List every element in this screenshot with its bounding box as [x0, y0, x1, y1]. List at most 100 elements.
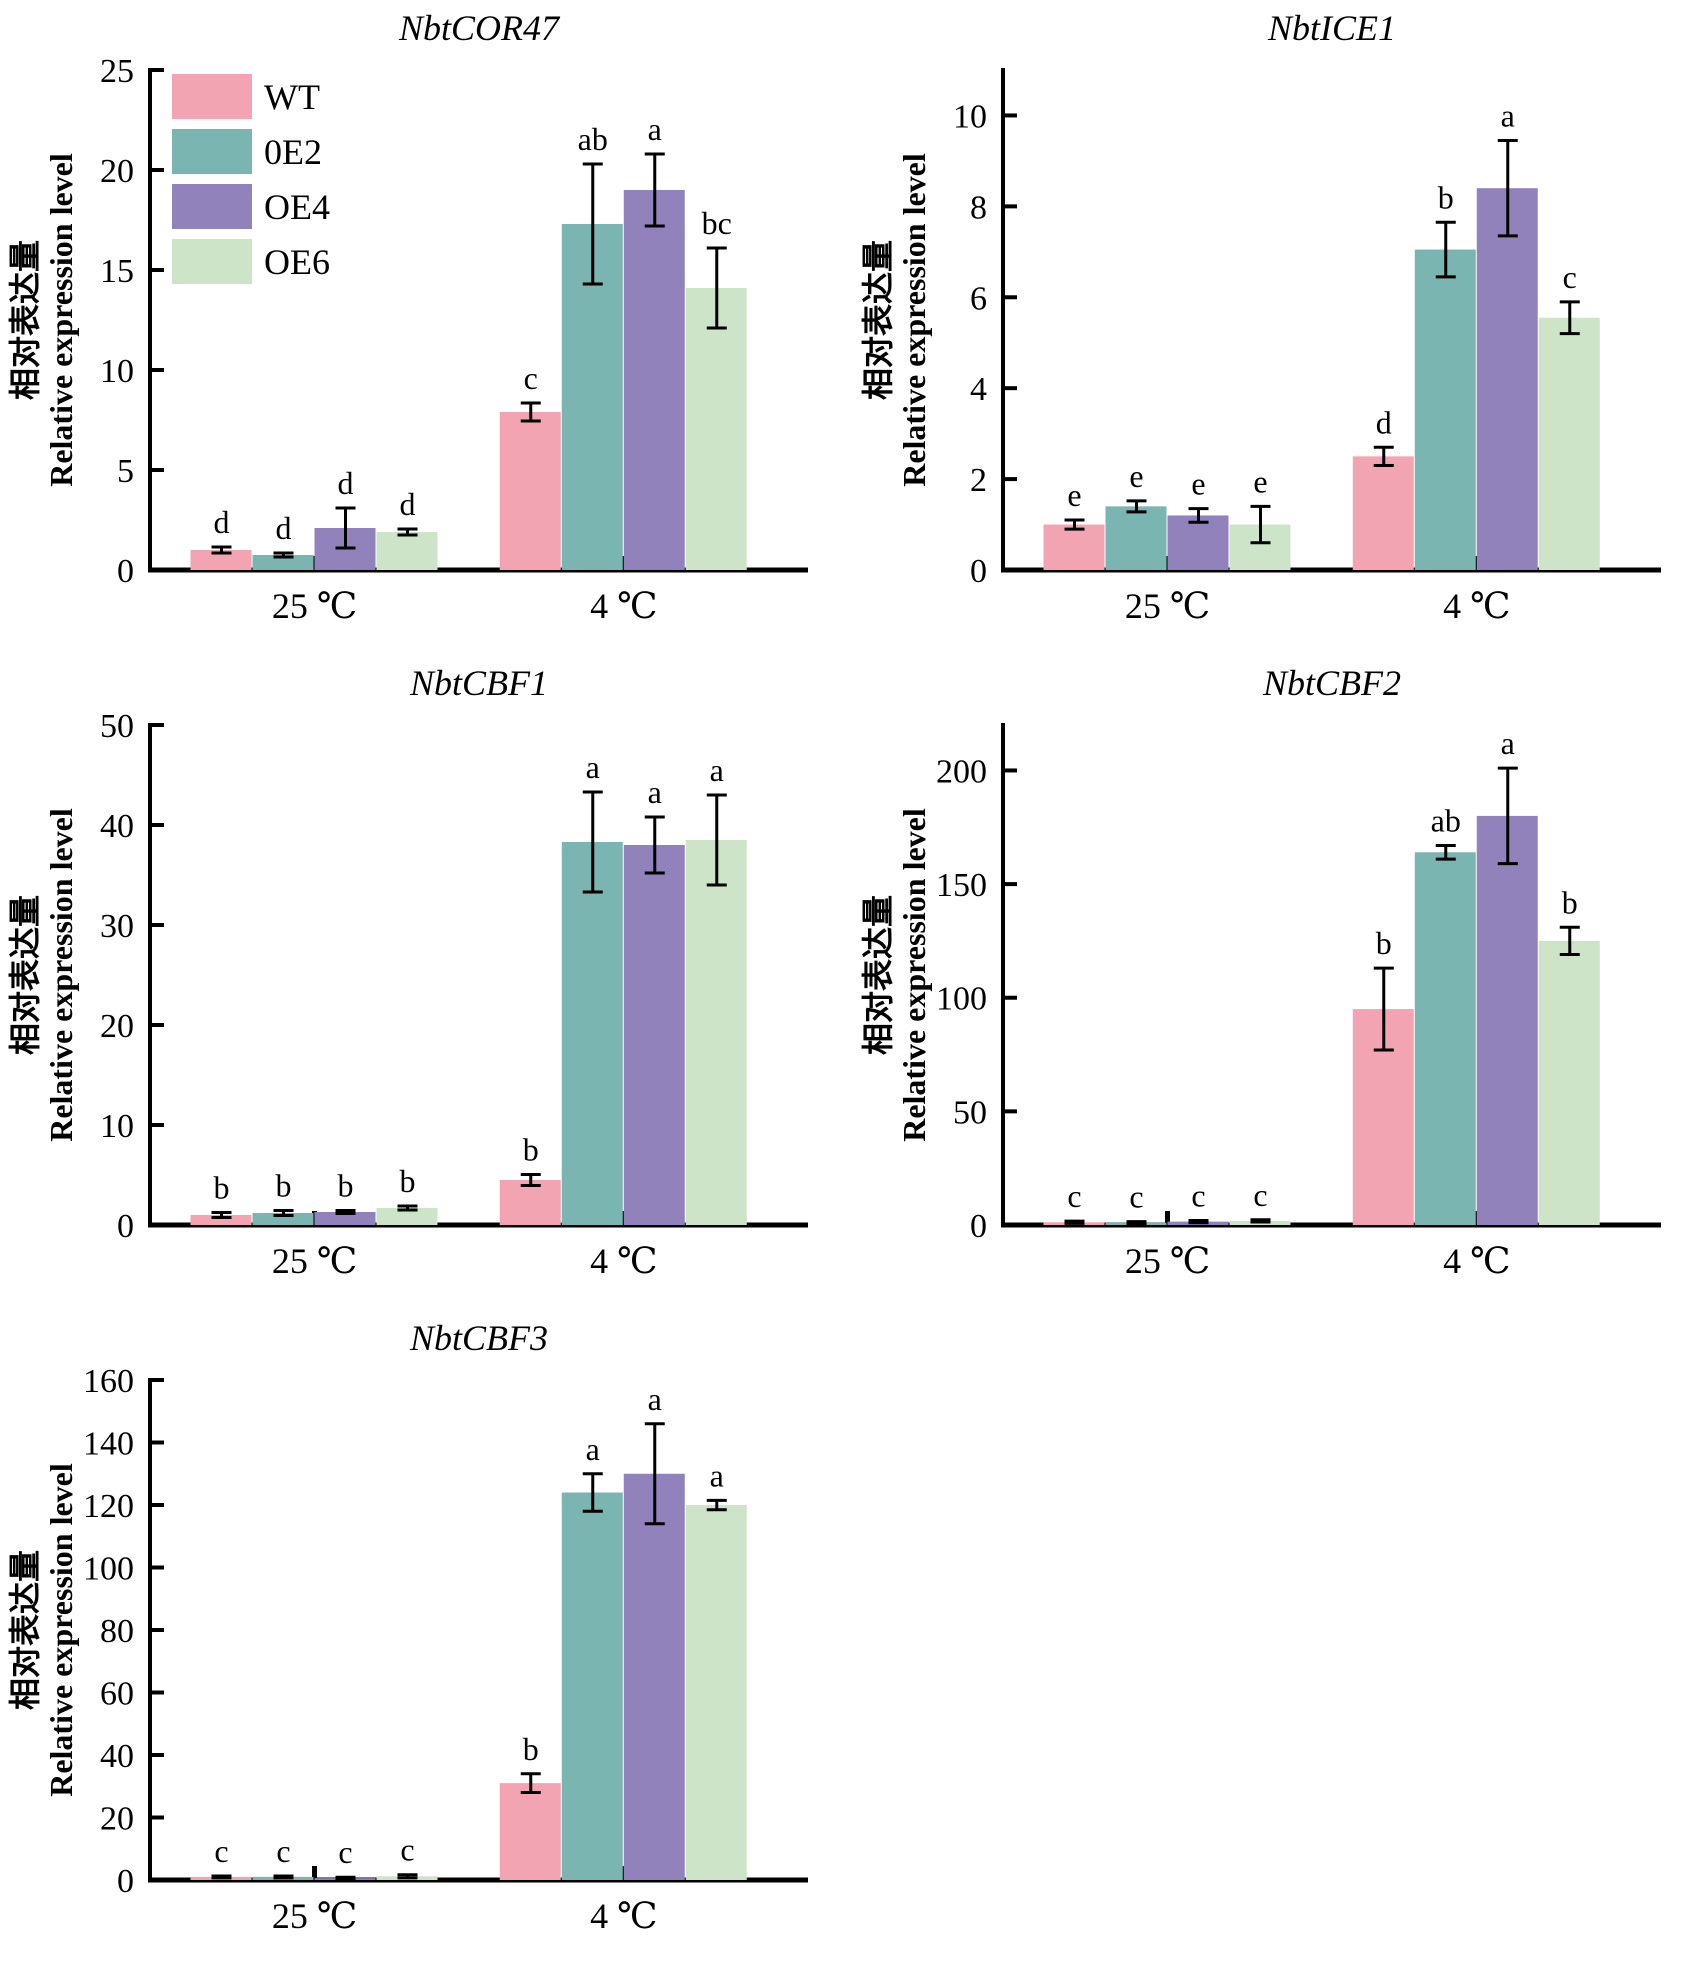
sig-letter: c [1191, 1177, 1205, 1213]
sig-letter: d [1376, 404, 1392, 440]
bar-wt-25c [1043, 524, 1105, 570]
chart-svg-nbtice1: NbtICE1 0 2 4 6 8 10 相对表达量Relative expression l… [860, 8, 1661, 626]
y-tick-label: 8 [970, 189, 987, 226]
chart-title: NbtCOR47 [398, 8, 561, 48]
x-category-label: 4 ℃ [1443, 1241, 1510, 1281]
y-axis-title: 相对表达量Relative expression level [860, 808, 932, 1142]
bar-wt-25c [190, 550, 252, 570]
bar-oe4-25c [1167, 515, 1229, 570]
y-tick-label: 150 [936, 867, 987, 904]
y-tick-label: 20 [100, 1801, 134, 1838]
y-tick-label: 20 [100, 153, 134, 190]
sig-letter: b [276, 1168, 292, 1204]
y-tick-label: 50 [100, 708, 134, 745]
y-tick-label: 200 [936, 753, 987, 790]
y-tick-label: 120 [83, 1488, 134, 1525]
legend-swatch-oe4 [172, 184, 252, 229]
chart-title: NbtICE1 [1267, 8, 1396, 48]
bar-oe4-25c [314, 1212, 376, 1225]
sig-letter: e [1067, 477, 1081, 513]
bar-oe6-4c [685, 840, 747, 1225]
bar-wt-4c [499, 412, 561, 570]
chart-cell-nbtcbf3: NbtCBF3 0 20 40 60 80 100 120 140 160 相对表达量Relativ… [0, 1310, 853, 1965]
x-category-label: 25 ℃ [272, 1896, 357, 1936]
empty-cell [853, 1310, 1706, 1965]
y-tick-label: 160 [83, 1363, 134, 1400]
bar-oe6-25c [376, 1208, 438, 1225]
x-category-label: 25 ℃ [272, 586, 357, 626]
sig-letter: d [338, 465, 354, 501]
y-tick-label: 140 [83, 1426, 134, 1463]
y-tick-label: 10 [100, 1108, 134, 1145]
sig-letter: b [1438, 179, 1454, 215]
sig-letter: a [710, 752, 724, 788]
sig-letter: d [400, 486, 416, 522]
bar-wt-4c [499, 1180, 561, 1225]
sig-letter: a [710, 1457, 724, 1493]
sig-letter: ab [1431, 802, 1461, 838]
sig-letter: a [648, 111, 662, 147]
sig-letter: c [214, 1833, 228, 1869]
legend-swatch-0e2 [172, 129, 252, 174]
y-tick-label: 15 [100, 253, 134, 290]
y-axis-title: 相对表达量Relative expression level [860, 153, 932, 487]
x-category-label: 4 ℃ [590, 586, 657, 626]
sig-letter: a [586, 1431, 600, 1467]
sig-letter: c [524, 360, 538, 396]
y-tick-label: 40 [100, 1738, 134, 1775]
bar-oe6-4c [1538, 317, 1600, 570]
x-category-label: 4 ℃ [1443, 586, 1510, 626]
y-tick-label: 0 [117, 1863, 134, 1900]
bar-oe6-25c [376, 532, 438, 570]
sig-letter: e [1129, 458, 1143, 494]
legend-label-oe6: OE6 [264, 242, 330, 282]
sig-letter: c [1253, 1177, 1267, 1213]
y-tick-label: 25 [100, 53, 134, 90]
legend-label-wt: WT [264, 77, 320, 117]
bar-0e2-4c [561, 1492, 623, 1880]
y-tick-label: 60 [100, 1676, 134, 1713]
sig-letter: bc [702, 205, 732, 241]
sig-letter: b [523, 1132, 539, 1168]
bar-oe6-4c [1538, 940, 1600, 1225]
y-tick-label: 100 [83, 1551, 134, 1588]
chart-cell-nbtcbf2: NbtCBF2 0 50 100 150 200 相对表达量Relative express… [853, 655, 1706, 1310]
y-tick-label: 0 [117, 553, 134, 590]
chart-title: NbtCBF3 [409, 1318, 548, 1358]
sig-letter: c [338, 1834, 352, 1870]
y-tick-label: 50 [953, 1094, 987, 1131]
y-tick-label: 30 [100, 908, 134, 945]
y-tick-label: 0 [970, 553, 987, 590]
sig-letter: c [400, 1832, 414, 1868]
bar-0e2-4c [1414, 249, 1476, 570]
bar-oe4-4c [1476, 815, 1538, 1225]
sig-letter: b [523, 1731, 539, 1767]
y-tick-label: 40 [100, 808, 134, 845]
bar-wt-25c [190, 1215, 252, 1225]
chart-cell-nbtice1: NbtICE1 0 2 4 6 8 10 相对表达量Relative expression l… [853, 0, 1706, 655]
bar-0e2-25c [252, 555, 314, 570]
chart-title: NbtCBF2 [1262, 663, 1401, 703]
sig-letter: c [1563, 259, 1577, 295]
sig-letter: b [1562, 884, 1578, 920]
x-category-label: 4 ℃ [590, 1896, 657, 1936]
y-tick-label: 100 [936, 981, 987, 1018]
x-category-label: 4 ℃ [590, 1241, 657, 1281]
chart-cell-nbtcor47: NbtCOR47 0 5 10 15 20 25 相对表达量Relative expressi… [0, 0, 853, 655]
bar-wt-4c [499, 1783, 561, 1880]
sig-letter: a [648, 1381, 662, 1417]
chart-svg-nbtcbf3: NbtCBF3 0 20 40 60 80 100 120 140 160 相对表达量Relativ… [7, 1318, 808, 1936]
bar-0e2-25c [1105, 506, 1167, 570]
sig-letter: c [1067, 1178, 1081, 1214]
sig-letter: a [648, 774, 662, 810]
sig-letter: a [1501, 97, 1515, 133]
chart-cell-nbtcbf1: NbtCBF1 0 10 20 30 40 50 相对表达量Relative expressi… [0, 655, 853, 1310]
y-tick-label: 0 [970, 1208, 987, 1245]
sig-letter: b [400, 1163, 416, 1199]
bar-0e2-25c [252, 1213, 314, 1225]
sig-letter: b [1376, 925, 1392, 961]
bar-oe4-4c [623, 845, 685, 1225]
legend-label-0e2: 0E2 [264, 132, 322, 172]
chart-svg-nbtcbf1: NbtCBF1 0 10 20 30 40 50 相对表达量Relative expressi… [7, 663, 808, 1281]
